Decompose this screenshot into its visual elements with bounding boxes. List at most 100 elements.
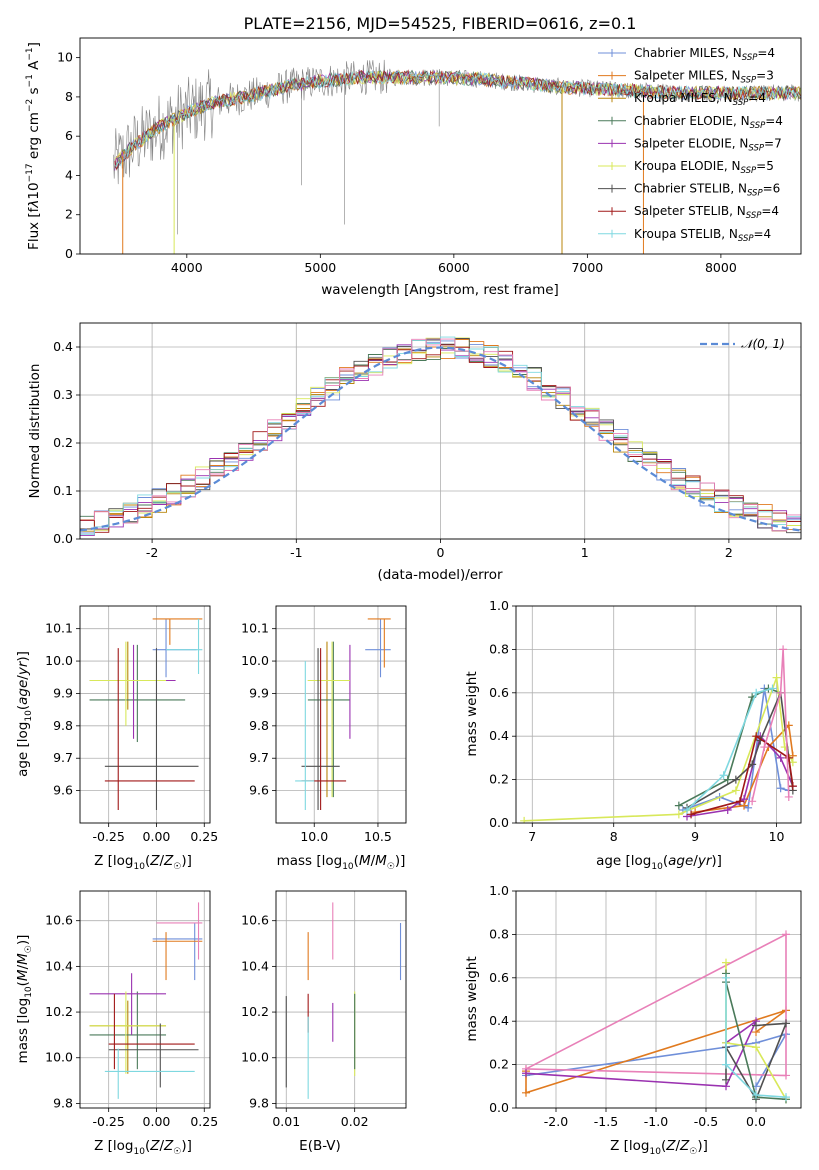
residuals-ytick-label: 0.1 xyxy=(53,483,73,498)
weight_z-point-kroupa_elodie xyxy=(722,958,730,967)
weight_z-series-kroupa_stelib xyxy=(725,977,787,1098)
weight_age-ytick-label: 0.8 xyxy=(489,641,509,656)
mass_age-axes: 10.0 10.5 9.6 9.7 9.8 9.9 10.0 10.1 xyxy=(241,606,406,844)
weight_z-xtick-label: -2.0 xyxy=(544,1114,568,1129)
spectrum-model-kroupa_stelib xyxy=(114,69,801,167)
z_age-points xyxy=(89,618,203,811)
residuals-ytick-label: 0.4 xyxy=(53,339,73,354)
spectrum-legend: Chabrier MILES, NSSP=4 Salpeter MILES, NS… xyxy=(598,46,783,244)
spectrum-xtick-label: 5000 xyxy=(304,260,336,275)
ebv_mass-frame xyxy=(275,890,407,1109)
weight_age-point-salpeter_elodie xyxy=(776,753,785,762)
z_age-xtick-label: 0.25 xyxy=(190,829,218,844)
residuals-ytick-label: 0.0 xyxy=(53,531,73,546)
residuals-xtick-label: 2 xyxy=(725,545,733,560)
z_mass-points xyxy=(89,902,203,1099)
z_mass-xtick-label: 0.25 xyxy=(190,1114,218,1129)
weight_z-series-salpeter_miles xyxy=(525,1009,787,1094)
residuals-ytick-label: 0.3 xyxy=(53,387,73,402)
weight_z-lines xyxy=(522,930,790,1104)
mass_age-ytick-label: 9.9 xyxy=(249,685,269,700)
weight_age-point-salpeter_stelib xyxy=(752,732,761,741)
spectrum-ytick-label: 0 xyxy=(65,246,73,261)
weight_age-xtick-label: 10 xyxy=(769,829,785,844)
mass_age-xtick-label: 10.5 xyxy=(364,829,392,844)
weight_z-point-chabrier_stelib xyxy=(782,1019,790,1028)
weight_age-point-salpeter_stelib xyxy=(735,797,744,806)
mass_age-frame xyxy=(275,605,407,824)
weight_age-point-kroupa_elodie xyxy=(520,816,529,823)
z-age-ylabel: age [log10(age/yr)] xyxy=(15,651,34,777)
legend-label-chabrier_elodie: Chabrier ELODIE, NSSP=4 xyxy=(634,114,783,131)
residuals-xtick-label: -2 xyxy=(146,545,158,560)
ebv_mass-ytick-label: 10.6 xyxy=(241,913,269,928)
weight_age-point-kroupa_elodie xyxy=(731,786,740,795)
weight_age-xtick-label: 8 xyxy=(610,829,618,844)
mass_age-ytick-label: 10.0 xyxy=(241,653,269,668)
z_mass-ytick-label: 10.2 xyxy=(45,1004,73,1019)
ebv_mass-xtick-label: 0.01 xyxy=(272,1114,300,1129)
weight_z-xtick-label: -1.0 xyxy=(644,1114,668,1129)
legend-label-chabrier_stelib: Chabrier STELIB, NSSP=6 xyxy=(634,182,780,199)
weight_z-point-chabrier_stelib xyxy=(722,1075,730,1084)
residuals-ytick-label: 0.2 xyxy=(53,435,73,450)
weight_z-point-kroupa_stelib xyxy=(722,973,730,982)
weight_age-point-kroupa_stelib xyxy=(768,684,777,693)
weight_age-point-chabrier_miles xyxy=(744,803,753,812)
weight_z-point-pink xyxy=(782,930,790,939)
mass_age-ytick-label: 9.7 xyxy=(249,750,269,765)
spectrum-ylabel: Flux [fλ10−17 erg cm−2 s−1 A−1] xyxy=(25,42,42,250)
z-mass-ylabel: mass [log10(M/M☉)] xyxy=(15,935,34,1064)
ebv_mass-ytick-label: 9.8 xyxy=(249,1095,269,1110)
z_age-ytick-label: 9.9 xyxy=(53,685,73,700)
spectrum-axes: 4000 5000 6000 7000 8000 0 2 4 6 8 10 xyxy=(57,50,737,275)
weight_z-series-pink xyxy=(525,933,787,1077)
ebv_mass-ytick-label: 10.2 xyxy=(241,1004,269,1019)
weight_age-point-kroupa_stelib xyxy=(719,771,728,780)
weight_age-xtick-label: 7 xyxy=(528,829,536,844)
weight_age-point-kroupa_stelib xyxy=(752,688,761,697)
weight-z-xlabel: Z [log10(Z/Z☉)] xyxy=(610,1138,708,1157)
weight_age-ytick-label: 0.2 xyxy=(489,772,509,787)
weight_age-point-kroupa_stelib xyxy=(683,805,691,814)
legend-label-kroupa_elodie: Kroupa ELODIE, NSSP=5 xyxy=(634,159,774,176)
weight-age-xlabel: age [log10(age/yr)] xyxy=(596,853,722,872)
weight_age-lines xyxy=(520,645,797,823)
weight_age-point-kroupa_elodie xyxy=(674,810,683,819)
z_mass-frame xyxy=(79,890,211,1109)
weight_age-ytick-label: 0.6 xyxy=(489,685,509,700)
weight_age-point-salpeter_elodie xyxy=(740,795,748,804)
spectrum-xtick-label: 8000 xyxy=(705,260,737,275)
weight_z-series-salpeter_elodie xyxy=(525,1018,759,1088)
z_mass-ytick-label: 10.0 xyxy=(45,1050,73,1065)
residuals-xtick-label: 1 xyxy=(581,545,589,560)
normal-distribution-curve xyxy=(80,346,801,532)
z-age-xlabel: Z [log10(Z/Z☉)] xyxy=(94,853,192,872)
weight_age-series-chabrier_stelib xyxy=(686,689,794,809)
mass_age-ytick-label: 10.1 xyxy=(241,621,269,636)
weight_z-point-salpeter_elodie xyxy=(522,1069,530,1078)
z_age-xtick-label: 0.00 xyxy=(143,829,171,844)
weight_age-point-chabrier_miles xyxy=(776,784,785,793)
z_age-ytick-label: 10.1 xyxy=(45,621,73,636)
mass_age-ytick-label: 9.8 xyxy=(249,718,269,733)
weight_age-ytick-label: 0.0 xyxy=(489,815,509,830)
z_age-ytick-label: 9.6 xyxy=(53,783,73,798)
spectrum-ytick-label: 6 xyxy=(65,128,73,143)
weight_z-ytick-label: 1.0 xyxy=(489,883,509,898)
z_mass-xtick-label: -0.25 xyxy=(93,1114,125,1129)
residuals-curves xyxy=(80,336,801,536)
weight_age-series-kroupa_stelib xyxy=(686,687,773,811)
z_mass-xtick-label: 0.00 xyxy=(143,1114,171,1129)
spectrum-xlabel: wavelength [Angstrom, rest frame] xyxy=(321,282,559,298)
ebv-mass-xlabel: E(B-V) xyxy=(299,1138,341,1154)
z_mass-ytick-label: 10.6 xyxy=(45,913,73,928)
weight_z-point-kroupa_stelib xyxy=(782,1093,790,1102)
weight_age-ytick-label: 1.0 xyxy=(489,598,509,613)
weight_age-point-chabrier_elodie xyxy=(723,775,732,784)
weight_age-point-chabrier_elodie xyxy=(674,801,683,810)
weight_age-point-pink xyxy=(779,645,788,654)
z_mass-ytick-label: 9.8 xyxy=(53,1095,73,1110)
residuals-xtick-label: -1 xyxy=(290,545,302,560)
legend-label-salpeter_stelib: Salpeter STELIB, NSSP=4 xyxy=(634,204,779,221)
